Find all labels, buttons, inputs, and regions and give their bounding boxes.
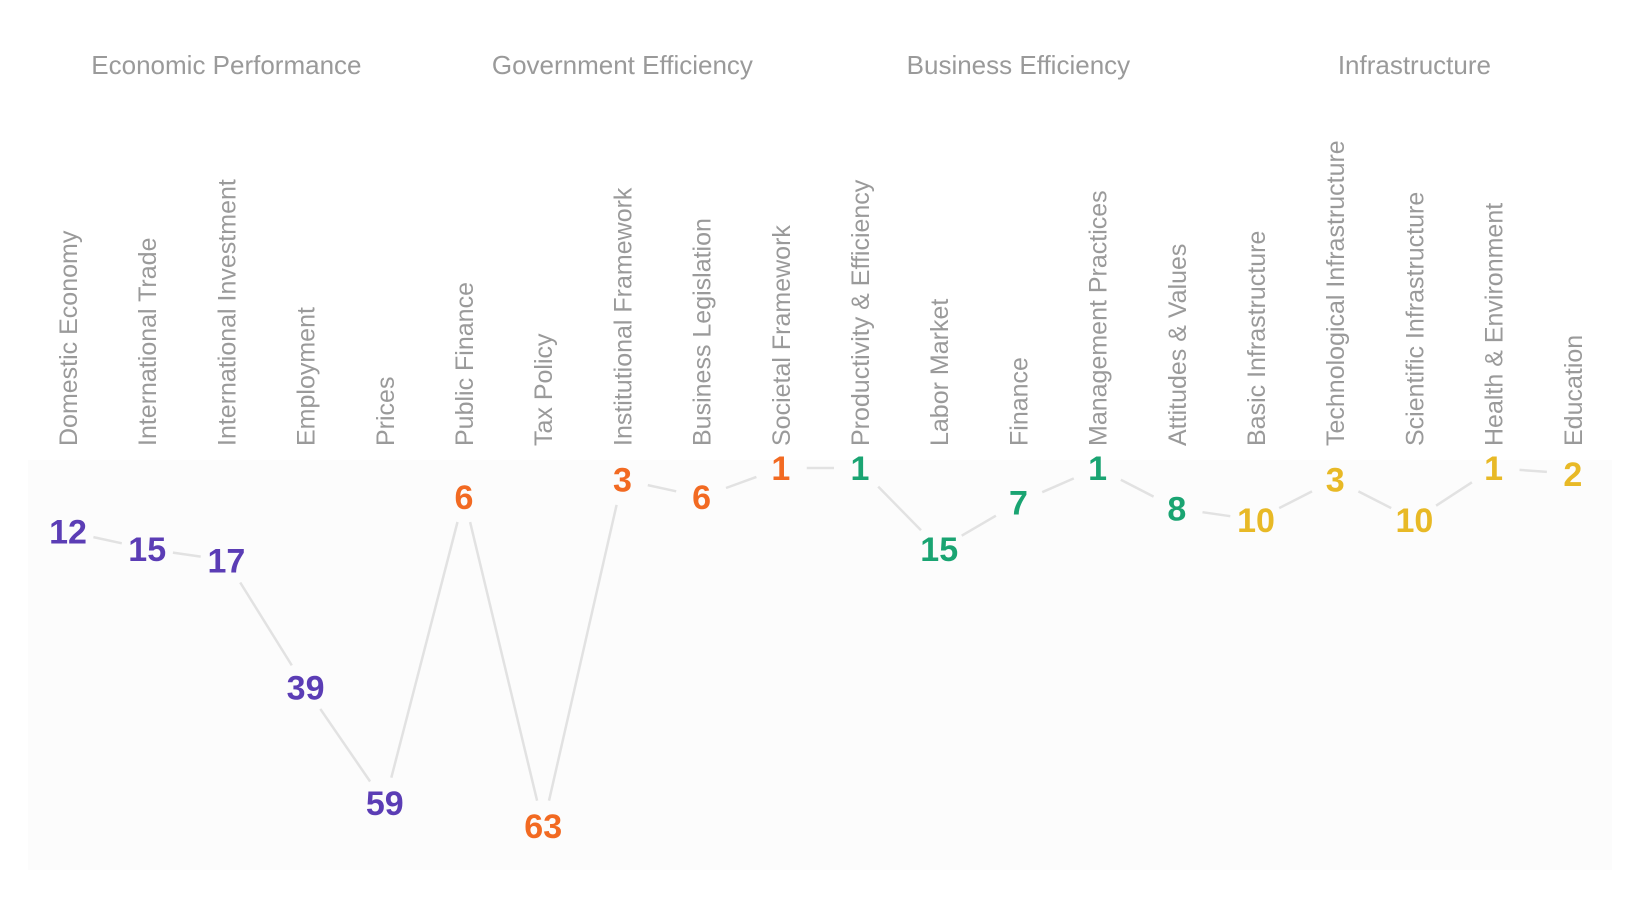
category-label-domestic-economy: Domestic Economy bbox=[55, 230, 83, 446]
rank-label-health-and-environment: 1 bbox=[1484, 450, 1503, 488]
rank-label-business-legislation: 6 bbox=[692, 479, 711, 517]
connector-line bbox=[239, 581, 293, 667]
category-label-basic-infrastructure: Basic Infrastructure bbox=[1243, 231, 1271, 446]
rank-label-management-practices: 1 bbox=[1088, 450, 1107, 488]
category-labels: Domestic Economy International Trade Inter… bbox=[55, 140, 1588, 446]
rank-label-attitudes-and-values: 8 bbox=[1167, 490, 1186, 528]
connector-line bbox=[547, 504, 618, 801]
category-label-prices: Prices bbox=[372, 377, 400, 446]
category-label-education: Education bbox=[1560, 335, 1588, 446]
rank-label-finance: 7 bbox=[1009, 485, 1028, 523]
group-title-government-efficiency: Government Efficiency bbox=[492, 50, 753, 80]
connector-line bbox=[319, 708, 372, 783]
rank-label-scientific-infrastructure: 10 bbox=[1395, 502, 1433, 540]
category-label-finance: Finance bbox=[1005, 357, 1033, 446]
rank-label-prices: 59 bbox=[366, 785, 404, 823]
category-label-labor-market: Labor Market bbox=[926, 299, 954, 446]
rank-label-domestic-economy: 12 bbox=[49, 514, 87, 552]
category-label-societal-framework: Societal Framework bbox=[768, 225, 796, 446]
group-title-infrastructure: Infrastructure bbox=[1338, 50, 1491, 80]
category-label-productivity-and-efficiency: Productivity & Efficiency bbox=[847, 179, 875, 446]
rank-label-public-finance: 6 bbox=[455, 479, 474, 517]
group-title-economic-performance: Economic Performance bbox=[91, 50, 361, 80]
connector-line bbox=[961, 514, 997, 537]
rank-label-technological-infrastructure: 3 bbox=[1326, 462, 1345, 500]
group-titles: Economic Performance Government Efficienc… bbox=[91, 50, 1491, 80]
category-label-institutional-framework: Institutional Framework bbox=[609, 187, 637, 446]
group-title-business-efficiency: Business Efficiency bbox=[907, 50, 1131, 80]
category-label-management-practices: Management Practices bbox=[1085, 190, 1113, 446]
rank-label-basic-infrastructure: 10 bbox=[1237, 502, 1275, 540]
connector-line bbox=[877, 485, 922, 532]
connector-line bbox=[93, 535, 123, 545]
category-label-business-legislation: Business Legislation bbox=[689, 218, 717, 446]
connector-line bbox=[390, 521, 459, 779]
category-label-scientific-infrastructure: Scientific Infrastructure bbox=[1401, 192, 1429, 446]
category-label-health-and-environment: Health & Environment bbox=[1481, 203, 1509, 446]
category-label-international-investment: International Investment bbox=[213, 179, 241, 446]
rank-label-education: 2 bbox=[1563, 456, 1582, 494]
rank-label-tax-policy: 63 bbox=[524, 808, 562, 846]
connector-line bbox=[1202, 510, 1231, 518]
connector-line bbox=[725, 475, 757, 490]
connector-line bbox=[647, 483, 677, 493]
rank-label-institutional-framework: 3 bbox=[613, 462, 632, 500]
connector-line bbox=[1519, 468, 1547, 474]
category-label-tax-policy: Tax Policy bbox=[530, 333, 558, 446]
rank-label-international-investment: 17 bbox=[207, 542, 245, 580]
category-label-public-finance: Public Finance bbox=[451, 282, 479, 446]
connector-lines bbox=[93, 466, 1547, 801]
rank-label-societal-framework: 1 bbox=[771, 450, 790, 488]
rank-label-labor-market: 15 bbox=[920, 531, 958, 569]
rank-label-productivity-and-efficiency: 1 bbox=[851, 450, 870, 488]
plot-background bbox=[28, 460, 1612, 870]
connector-line bbox=[1435, 481, 1473, 507]
connector-line bbox=[1041, 477, 1075, 494]
category-label-technological-infrastructure: Technological Infrastructure bbox=[1322, 140, 1350, 446]
connector-line bbox=[468, 521, 539, 801]
connector-line bbox=[1120, 478, 1155, 498]
category-label-international-trade: International Trade bbox=[134, 238, 162, 446]
rank-label-employment: 39 bbox=[287, 669, 325, 707]
connector-line bbox=[1278, 490, 1313, 510]
rank-label-international-trade: 15 bbox=[128, 531, 166, 569]
connector-line bbox=[1357, 490, 1392, 510]
category-label-attitudes-and-values: Attitudes & Values bbox=[1164, 244, 1192, 446]
category-label-employment: Employment bbox=[293, 307, 321, 446]
connector-line bbox=[172, 551, 201, 558]
